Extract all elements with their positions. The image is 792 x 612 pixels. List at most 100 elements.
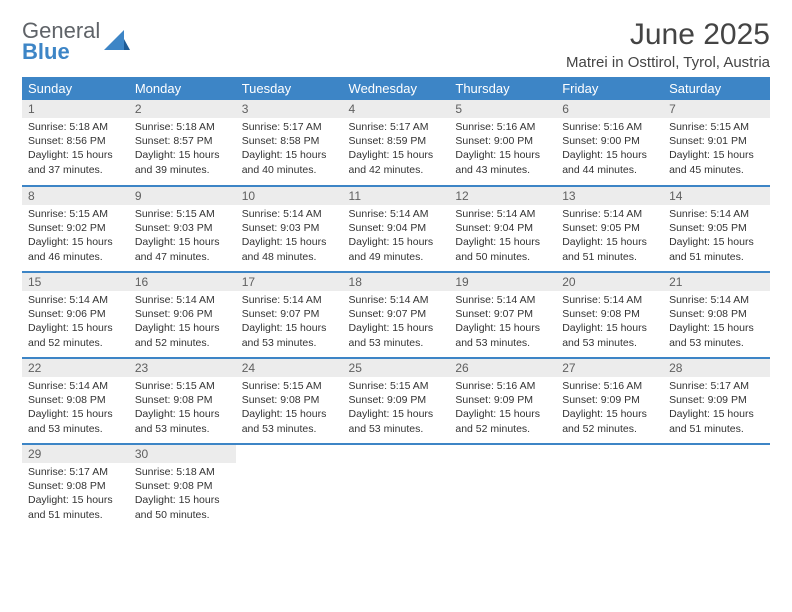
day-details: Sunrise: 5:15 AMSunset: 9:01 PMDaylight:…: [663, 118, 770, 181]
calendar-day: [556, 444, 663, 530]
day-number: 6: [556, 100, 663, 118]
calendar-day: 12Sunrise: 5:14 AMSunset: 9:04 PMDayligh…: [449, 186, 556, 272]
day-details: Sunrise: 5:15 AMSunset: 9:02 PMDaylight:…: [22, 205, 129, 268]
day-details: Sunrise: 5:16 AMSunset: 9:00 PMDaylight:…: [449, 118, 556, 181]
day-number: 7: [663, 100, 770, 118]
calendar-day: 6Sunrise: 5:16 AMSunset: 9:00 PMDaylight…: [556, 100, 663, 186]
day-number: 1: [22, 100, 129, 118]
brand-sail-icon: [104, 29, 130, 51]
day-details: Sunrise: 5:17 AMSunset: 8:59 PMDaylight:…: [343, 118, 450, 181]
day-number: 17: [236, 273, 343, 291]
calendar-body: 1Sunrise: 5:18 AMSunset: 8:56 PMDaylight…: [22, 100, 770, 530]
calendar-week: 15Sunrise: 5:14 AMSunset: 9:06 PMDayligh…: [22, 272, 770, 358]
day-details: Sunrise: 5:16 AMSunset: 9:00 PMDaylight:…: [556, 118, 663, 181]
calendar-day: 4Sunrise: 5:17 AMSunset: 8:59 PMDaylight…: [343, 100, 450, 186]
day-details: Sunrise: 5:14 AMSunset: 9:06 PMDaylight:…: [22, 291, 129, 354]
day-number: 21: [663, 273, 770, 291]
day-details: Sunrise: 5:14 AMSunset: 9:08 PMDaylight:…: [663, 291, 770, 354]
day-number: 18: [343, 273, 450, 291]
day-details: Sunrise: 5:18 AMSunset: 9:08 PMDaylight:…: [129, 463, 236, 526]
weekday-header: Friday: [556, 77, 663, 100]
weekday-header: Wednesday: [343, 77, 450, 100]
calendar-head: SundayMondayTuesdayWednesdayThursdayFrid…: [22, 77, 770, 100]
brand-text: General Blue: [22, 18, 100, 62]
day-details: Sunrise: 5:15 AMSunset: 9:08 PMDaylight:…: [236, 377, 343, 440]
brand-logo: General Blue: [22, 18, 130, 62]
day-number: 27: [556, 359, 663, 377]
calendar-day: 29Sunrise: 5:17 AMSunset: 9:08 PMDayligh…: [22, 444, 129, 530]
day-details: Sunrise: 5:17 AMSunset: 8:58 PMDaylight:…: [236, 118, 343, 181]
day-number: 3: [236, 100, 343, 118]
day-number: 24: [236, 359, 343, 377]
day-number: 2: [129, 100, 236, 118]
day-number: 28: [663, 359, 770, 377]
calendar-day: 17Sunrise: 5:14 AMSunset: 9:07 PMDayligh…: [236, 272, 343, 358]
calendar-day: 28Sunrise: 5:17 AMSunset: 9:09 PMDayligh…: [663, 358, 770, 444]
day-details: Sunrise: 5:15 AMSunset: 9:09 PMDaylight:…: [343, 377, 450, 440]
brand-line2: Blue: [22, 42, 100, 62]
calendar-day: 19Sunrise: 5:14 AMSunset: 9:07 PMDayligh…: [449, 272, 556, 358]
day-number: 9: [129, 187, 236, 205]
day-number: 13: [556, 187, 663, 205]
day-details: Sunrise: 5:14 AMSunset: 9:08 PMDaylight:…: [556, 291, 663, 354]
calendar-day: 3Sunrise: 5:17 AMSunset: 8:58 PMDaylight…: [236, 100, 343, 186]
day-details: Sunrise: 5:17 AMSunset: 9:08 PMDaylight:…: [22, 463, 129, 526]
calendar-week: 29Sunrise: 5:17 AMSunset: 9:08 PMDayligh…: [22, 444, 770, 530]
calendar-day: 18Sunrise: 5:14 AMSunset: 9:07 PMDayligh…: [343, 272, 450, 358]
weekday-header: Tuesday: [236, 77, 343, 100]
day-details: Sunrise: 5:17 AMSunset: 9:09 PMDaylight:…: [663, 377, 770, 440]
day-number: 26: [449, 359, 556, 377]
day-details: Sunrise: 5:14 AMSunset: 9:03 PMDaylight:…: [236, 205, 343, 268]
calendar-day: 23Sunrise: 5:15 AMSunset: 9:08 PMDayligh…: [129, 358, 236, 444]
calendar-day: 7Sunrise: 5:15 AMSunset: 9:01 PMDaylight…: [663, 100, 770, 186]
weekday-header: Sunday: [22, 77, 129, 100]
calendar-day: 25Sunrise: 5:15 AMSunset: 9:09 PMDayligh…: [343, 358, 450, 444]
weekday-header: Saturday: [663, 77, 770, 100]
day-number: 20: [556, 273, 663, 291]
day-details: Sunrise: 5:15 AMSunset: 9:08 PMDaylight:…: [129, 377, 236, 440]
calendar-day: 1Sunrise: 5:18 AMSunset: 8:56 PMDaylight…: [22, 100, 129, 186]
day-details: Sunrise: 5:16 AMSunset: 9:09 PMDaylight:…: [449, 377, 556, 440]
day-number: 22: [22, 359, 129, 377]
page-subtitle: Matrei in Osttirol, Tyrol, Austria: [566, 54, 770, 71]
day-number: 14: [663, 187, 770, 205]
day-number: 11: [343, 187, 450, 205]
day-number: 10: [236, 187, 343, 205]
calendar-day: 15Sunrise: 5:14 AMSunset: 9:06 PMDayligh…: [22, 272, 129, 358]
weekday-header: Thursday: [449, 77, 556, 100]
day-number: 15: [22, 273, 129, 291]
day-number: 23: [129, 359, 236, 377]
day-details: Sunrise: 5:18 AMSunset: 8:57 PMDaylight:…: [129, 118, 236, 181]
calendar-day: [236, 444, 343, 530]
calendar-day: 14Sunrise: 5:14 AMSunset: 9:05 PMDayligh…: [663, 186, 770, 272]
day-details: Sunrise: 5:14 AMSunset: 9:04 PMDaylight:…: [343, 205, 450, 268]
day-details: Sunrise: 5:16 AMSunset: 9:09 PMDaylight:…: [556, 377, 663, 440]
day-details: Sunrise: 5:14 AMSunset: 9:07 PMDaylight:…: [449, 291, 556, 354]
calendar-day: 8Sunrise: 5:15 AMSunset: 9:02 PMDaylight…: [22, 186, 129, 272]
calendar-day: [449, 444, 556, 530]
calendar-week: 1Sunrise: 5:18 AMSunset: 8:56 PMDaylight…: [22, 100, 770, 186]
day-number: 25: [343, 359, 450, 377]
weekday-header: Monday: [129, 77, 236, 100]
day-number: 29: [22, 445, 129, 463]
calendar-day: 24Sunrise: 5:15 AMSunset: 9:08 PMDayligh…: [236, 358, 343, 444]
day-details: Sunrise: 5:14 AMSunset: 9:05 PMDaylight:…: [556, 205, 663, 268]
day-number: 12: [449, 187, 556, 205]
calendar-day: 9Sunrise: 5:15 AMSunset: 9:03 PMDaylight…: [129, 186, 236, 272]
day-details: Sunrise: 5:15 AMSunset: 9:03 PMDaylight:…: [129, 205, 236, 268]
day-details: Sunrise: 5:14 AMSunset: 9:05 PMDaylight:…: [663, 205, 770, 268]
title-block: June 2025 Matrei in Osttirol, Tyrol, Aus…: [566, 18, 770, 71]
calendar-day: 27Sunrise: 5:16 AMSunset: 9:09 PMDayligh…: [556, 358, 663, 444]
day-details: Sunrise: 5:14 AMSunset: 9:07 PMDaylight:…: [343, 291, 450, 354]
day-details: Sunrise: 5:18 AMSunset: 8:56 PMDaylight:…: [22, 118, 129, 181]
calendar-day: 16Sunrise: 5:14 AMSunset: 9:06 PMDayligh…: [129, 272, 236, 358]
calendar-day: 22Sunrise: 5:14 AMSunset: 9:08 PMDayligh…: [22, 358, 129, 444]
calendar-day: 2Sunrise: 5:18 AMSunset: 8:57 PMDaylight…: [129, 100, 236, 186]
calendar-day: [663, 444, 770, 530]
calendar-day: 20Sunrise: 5:14 AMSunset: 9:08 PMDayligh…: [556, 272, 663, 358]
calendar-day: 26Sunrise: 5:16 AMSunset: 9:09 PMDayligh…: [449, 358, 556, 444]
calendar-day: 10Sunrise: 5:14 AMSunset: 9:03 PMDayligh…: [236, 186, 343, 272]
calendar-table: SundayMondayTuesdayWednesdayThursdayFrid…: [22, 77, 770, 530]
calendar-day: 11Sunrise: 5:14 AMSunset: 9:04 PMDayligh…: [343, 186, 450, 272]
day-number: 19: [449, 273, 556, 291]
